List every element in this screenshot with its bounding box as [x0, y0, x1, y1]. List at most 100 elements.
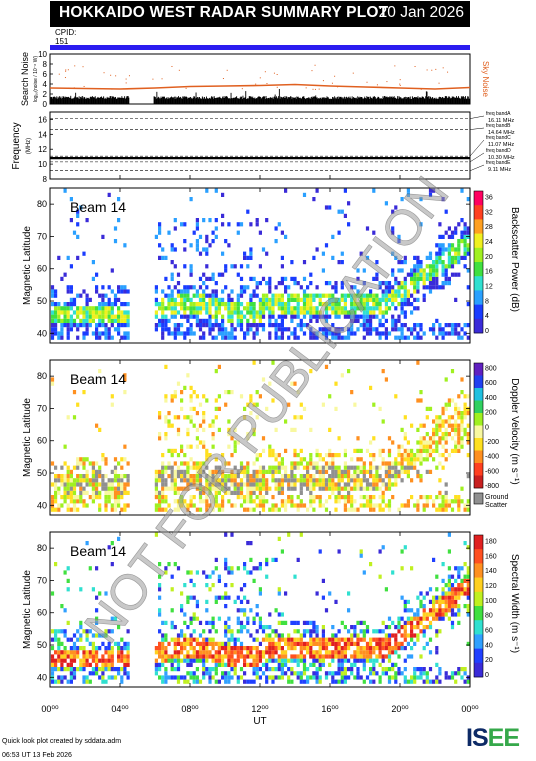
data-cell: [302, 289, 307, 294]
data-cell: [387, 285, 392, 290]
data-cell: [239, 276, 244, 281]
colorbar-segment: [474, 450, 483, 464]
search-noise-bar: [308, 97, 310, 104]
data-cell: [170, 469, 174, 474]
data-cell: [211, 616, 215, 621]
data-cell: [334, 310, 338, 315]
data-cell: [189, 578, 193, 583]
data-cell: [454, 448, 458, 453]
search-noise-bar: [158, 97, 160, 104]
search-noise-bar: [85, 98, 87, 104]
data-cell: [271, 465, 275, 470]
data-cell: [233, 490, 237, 495]
search-noise-bar: [51, 96, 53, 104]
data-cell: [239, 465, 244, 470]
data-cell: [54, 658, 58, 663]
data-cell: [312, 671, 316, 676]
data-cell: [410, 423, 414, 428]
data-cell: [296, 335, 300, 340]
data-cell: [457, 427, 461, 432]
data-cell: [50, 461, 55, 466]
data-cell: [337, 474, 341, 479]
data-cell: [337, 658, 341, 663]
search-noise-bar: [319, 97, 321, 104]
data-cell: [306, 646, 310, 651]
data-cell: [315, 478, 319, 483]
data-cell: [205, 318, 209, 323]
data-cell: [302, 293, 307, 298]
data-cell: [66, 490, 70, 495]
data-cell: [164, 306, 168, 311]
data-cell: [158, 662, 162, 667]
data-cell: [302, 478, 307, 483]
data-cell: [227, 474, 231, 479]
data-cell: [454, 327, 458, 332]
data-cell: [337, 453, 341, 458]
data-cell: [205, 658, 209, 663]
data-cell: [422, 612, 426, 617]
data-cell: [384, 201, 388, 206]
data-cell: [214, 671, 218, 676]
data-cell: [384, 297, 388, 302]
data-cell: [101, 293, 105, 298]
data-cell: [261, 629, 266, 634]
data-cell: [236, 490, 240, 495]
data-cell: [224, 595, 228, 600]
sky-noise-point: [447, 71, 449, 73]
data-cell: [460, 427, 464, 432]
data-cell: [299, 671, 303, 676]
data-cell: [252, 276, 256, 281]
search-noise-bar: [374, 96, 375, 104]
data-cell: [252, 469, 256, 474]
data-cell: [101, 633, 105, 638]
data-cell: [202, 486, 206, 491]
data-cell: [91, 486, 95, 491]
data-cell: [397, 453, 401, 458]
data-cell: [432, 679, 436, 684]
data-cell: [208, 620, 212, 625]
data-cell: [123, 671, 127, 676]
search-noise-bar: [233, 97, 235, 104]
data-cell: [290, 427, 294, 432]
colorbar-segment: [474, 219, 483, 234]
data-cell: [214, 679, 218, 684]
data-cell: [356, 268, 360, 273]
data-cell: [375, 465, 379, 470]
data-cell: [435, 574, 439, 579]
search-noise-bar: [113, 96, 114, 104]
data-cell: [252, 499, 256, 504]
search-noise-bar: [180, 96, 182, 104]
data-cell: [419, 440, 423, 445]
data-cell: [391, 440, 395, 445]
sky-noise-point: [431, 69, 433, 71]
data-cell: [186, 306, 190, 311]
search-noise-bar: [365, 98, 366, 104]
data-cell: [255, 314, 259, 319]
search-noise-bar: [430, 98, 432, 104]
data-cell: [117, 285, 121, 290]
data-cell: [350, 327, 354, 332]
data-cell: [255, 604, 259, 609]
data-cell: [391, 285, 395, 290]
data-cell: [246, 310, 250, 315]
data-cell: [158, 495, 162, 500]
search-noise-bar: [59, 97, 61, 104]
sky-noise-point: [122, 88, 124, 90]
data-cell: [290, 637, 294, 642]
data-cell: [164, 432, 168, 437]
data-cell: [117, 289, 121, 294]
search-noise-bar: [252, 96, 254, 104]
data-cell: [334, 289, 338, 294]
data-cell: [189, 419, 193, 424]
search-noise-bar: [451, 96, 453, 104]
search-noise-bar: [184, 97, 186, 104]
search-noise-bar: [83, 96, 85, 104]
data-cell: [211, 570, 215, 575]
data-cell: [391, 323, 395, 328]
data-cell: [57, 629, 61, 634]
data-cell: [302, 406, 307, 411]
search-noise-bar: [325, 98, 326, 104]
data-cell: [378, 281, 382, 286]
data-cell: [280, 331, 284, 336]
data-cell: [309, 335, 313, 340]
